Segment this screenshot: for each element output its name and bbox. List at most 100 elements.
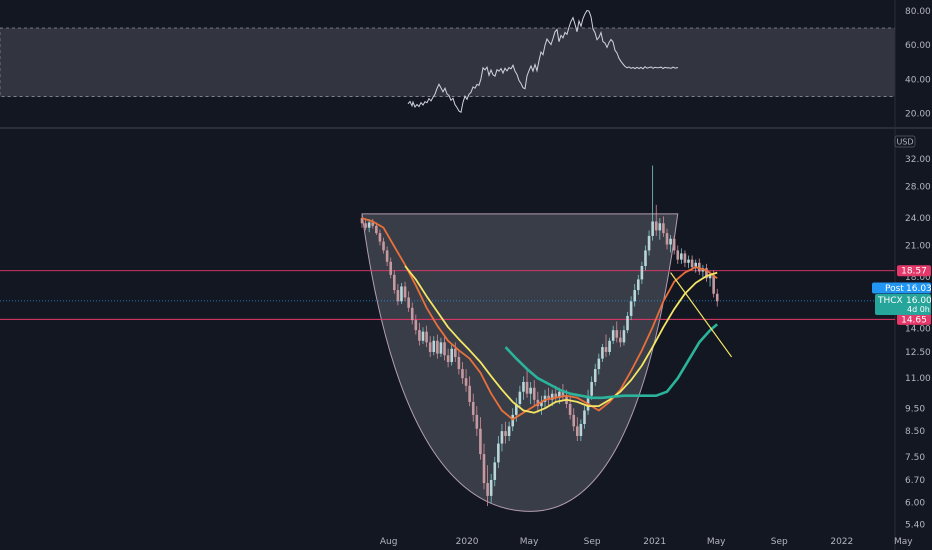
candle-body	[611, 330, 615, 341]
candle-body	[464, 378, 468, 386]
candle-body	[364, 223, 367, 228]
candle-body	[410, 307, 414, 321]
oscillator-line	[407, 9, 679, 113]
candle-body	[450, 348, 454, 363]
candle-body	[378, 233, 382, 242]
post-badge	[872, 282, 931, 294]
candle-body	[680, 253, 683, 260]
candle-body	[543, 395, 547, 402]
candle-body	[493, 462, 497, 480]
candle-body	[672, 238, 676, 251]
candle-body	[475, 414, 479, 429]
candle-body	[497, 443, 500, 463]
candle-body	[601, 347, 604, 359]
candle-body	[568, 404, 572, 415]
candle-body	[436, 340, 439, 354]
time-tick-label: 2022	[830, 537, 853, 547]
candle-body	[446, 355, 450, 363]
time-tick-label: Sep	[771, 537, 788, 547]
candle-body	[619, 337, 622, 343]
candle-body	[558, 391, 561, 398]
candle-body	[572, 414, 576, 427]
ticker-badge	[875, 294, 931, 315]
badge-prefix: THCX	[877, 296, 903, 306]
candle-body	[705, 268, 708, 279]
candle-body	[418, 330, 421, 341]
price-badge	[897, 313, 931, 325]
candle-body	[626, 315, 629, 331]
price-y-tick-label: 14.00	[905, 325, 931, 335]
price-y-tick-label: 21.00	[905, 241, 931, 251]
price-y-tick-label: 6.00	[905, 499, 925, 509]
candle-body	[504, 431, 507, 437]
price-y-tick-label: 6.70	[905, 476, 925, 486]
candle-body	[550, 393, 554, 400]
badge-prefix: Post	[885, 284, 904, 294]
osc-y-tick-label: 40.00	[905, 75, 931, 85]
time-axis: Aug 2020 May Sep 2021 May Sep 2022 May	[380, 537, 913, 547]
candle-body	[443, 342, 446, 356]
candle-body	[683, 253, 687, 263]
time-tick-label: Sep	[584, 537, 601, 547]
candle-body	[432, 340, 436, 352]
price-y-tick-label: 28.00	[905, 182, 931, 192]
candle-body	[644, 250, 647, 267]
moving-average-line	[504, 323, 719, 400]
candle-body	[615, 330, 619, 338]
candle-body	[414, 320, 418, 331]
candle-body	[697, 262, 701, 272]
trend-line[interactable]	[670, 272, 733, 358]
candle-body	[575, 426, 579, 437]
price-y-tick-label: 12.50	[905, 348, 931, 358]
osc-y-tick-label: 20.00	[905, 110, 931, 120]
badge-value: 18.57	[901, 267, 927, 277]
price-y-tick-label: 11.00	[905, 374, 931, 384]
candle-body	[371, 222, 375, 226]
candle-body	[511, 414, 515, 427]
candle-body	[457, 356, 461, 370]
candle-body	[658, 223, 662, 231]
candle-body	[486, 483, 489, 496]
candle-body	[590, 381, 593, 396]
candle-body	[529, 387, 532, 394]
candle-body	[687, 259, 690, 263]
candle-body	[375, 225, 378, 234]
price-y-tick-label: 7.50	[905, 453, 925, 463]
candle-body	[690, 259, 694, 268]
moving-average-line	[361, 217, 718, 421]
candle-body	[547, 395, 550, 400]
moving-averages	[361, 217, 719, 421]
osc-y-tick-label: 80.00	[905, 7, 931, 17]
candle-body	[389, 261, 393, 275]
price-badge	[897, 265, 931, 277]
badge-value: 16.00	[906, 296, 932, 306]
time-tick-label: May	[894, 537, 913, 547]
candle-body	[428, 342, 432, 352]
candle-body	[554, 393, 558, 398]
badge-subtext: 4d 0h	[907, 305, 930, 314]
candle-body	[640, 266, 644, 280]
candle-body	[579, 424, 583, 437]
candle-body	[518, 391, 522, 405]
oscillator-panel	[0, 9, 896, 113]
candle-body	[633, 290, 637, 302]
osc-y-tick-label: 60.00	[905, 41, 931, 51]
candle-body	[403, 286, 407, 298]
candle-body	[367, 222, 371, 228]
price-y-tick-label: 5.40	[905, 520, 925, 530]
candle-body	[489, 479, 493, 496]
candle-body	[421, 331, 425, 341]
candle-body	[525, 381, 529, 394]
moving-average-line	[404, 265, 718, 414]
candle-body	[636, 279, 640, 291]
candle-body	[522, 381, 525, 392]
candle-body	[694, 262, 698, 268]
candle-body	[479, 428, 482, 455]
price-panel	[0, 165, 895, 512]
candle-body	[561, 391, 565, 396]
candle-body	[715, 293, 719, 302]
candle-body	[604, 347, 608, 352]
candle-body	[712, 274, 715, 294]
